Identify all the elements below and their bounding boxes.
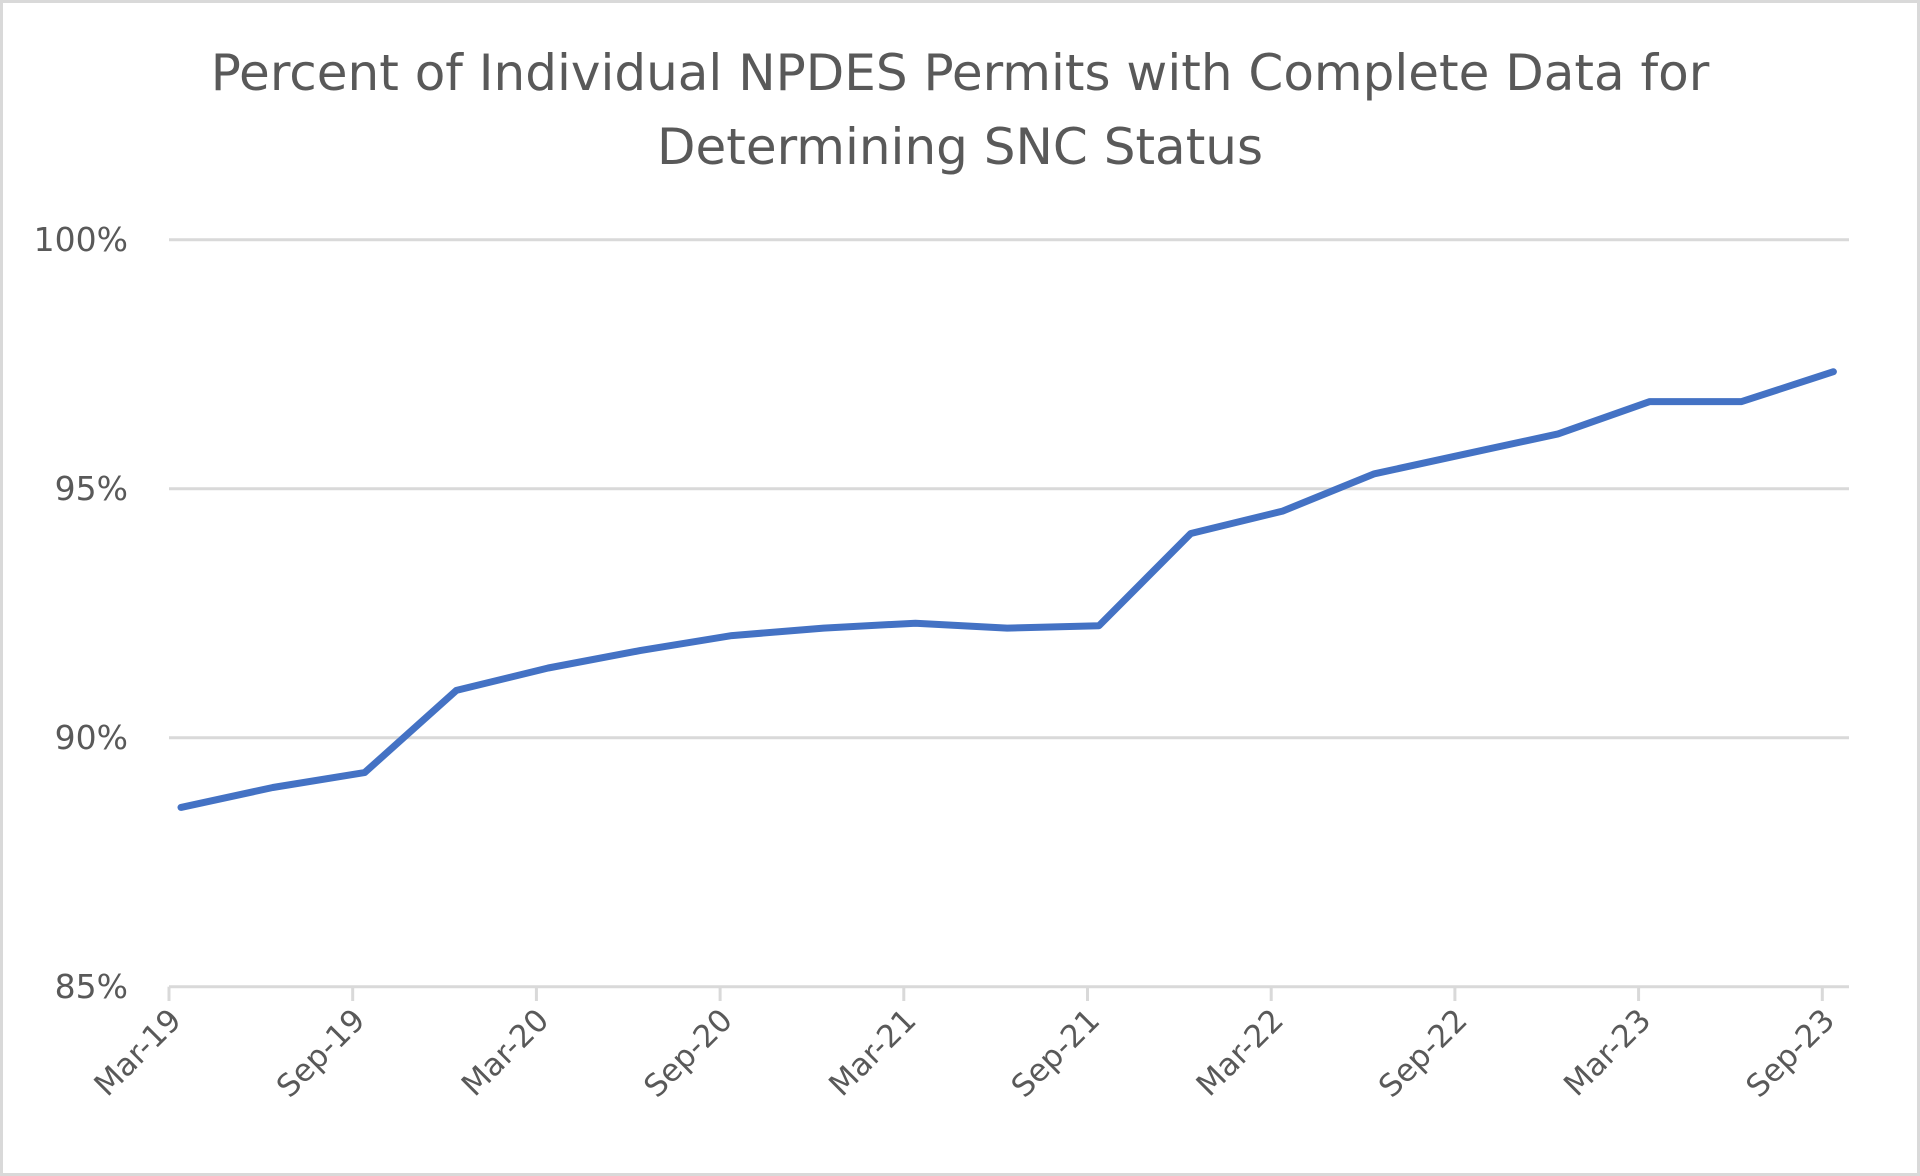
- y-tick-label: 95%: [55, 469, 128, 508]
- x-tick-label: Mar-22: [1190, 1002, 1291, 1103]
- y-axis-labels: 85% 90% 95% 100%: [34, 220, 128, 1006]
- x-tick-label: Sep-22: [1372, 1002, 1475, 1105]
- chart-title-line-1: Percent of Individual NPDES Permits with…: [210, 44, 1710, 102]
- gridlines: [169, 238, 1849, 740]
- series-line: [177, 368, 1837, 811]
- x-tick-label: Sep-21: [1005, 1002, 1108, 1105]
- x-tick-label: Mar-23: [1557, 1002, 1658, 1103]
- x-axis: [167, 985, 1849, 1001]
- chart-title: Percent of Individual NPDES Permits with…: [0, 36, 1920, 184]
- chart-title-line-2: Determining SNC Status: [656, 118, 1264, 176]
- x-tick-label: Sep-23: [1739, 1002, 1842, 1105]
- x-axis-labels: Mar-19 Sep-19 Mar-20 Sep-20 Mar-21 Sep-21 Mar-…: [87, 1002, 1842, 1105]
- x-axis-ticks: [167, 986, 1824, 1001]
- y-tick-label: 90%: [55, 718, 128, 757]
- y-tick-label: 100%: [34, 220, 128, 259]
- x-tick-label: Mar-19: [87, 1002, 188, 1103]
- x-tick-label: Mar-21: [822, 1002, 923, 1103]
- x-tick-label: Sep-19: [270, 1002, 373, 1105]
- x-tick-label: Mar-20: [455, 1002, 556, 1103]
- y-tick-label: 85%: [55, 967, 128, 1006]
- x-tick-label: Sep-20: [637, 1002, 740, 1105]
